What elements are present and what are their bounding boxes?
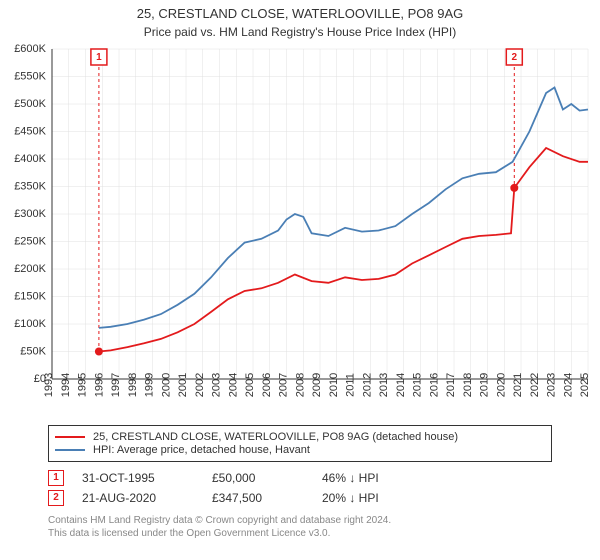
- footer-line-2: This data is licensed under the Open Gov…: [48, 527, 552, 540]
- x-axis-tick-label: 2011: [345, 373, 357, 397]
- sale-marker-number: 2: [512, 52, 518, 63]
- x-axis-tick-label: 2007: [278, 373, 290, 397]
- x-axis-tick-label: 2020: [495, 373, 507, 397]
- legend-swatch: [55, 436, 85, 438]
- x-axis-tick-label: 2019: [479, 373, 491, 397]
- x-axis-tick-label: 2006: [261, 373, 273, 397]
- x-axis-tick-label: 2024: [562, 373, 574, 397]
- x-axis-tick-label: 1998: [127, 373, 139, 397]
- sale-marker-number: 1: [96, 52, 102, 63]
- y-axis-tick-label: £150K: [14, 290, 46, 302]
- page-title: 25, CRESTLAND CLOSE, WATERLOOVILLE, PO8 …: [0, 0, 600, 23]
- y-axis-tick-label: £100K: [14, 318, 46, 330]
- legend-item-hpi: HPI: Average price, detached house, Hava…: [55, 444, 545, 456]
- sale-row-hpi-delta: 46% ↓ HPI: [322, 471, 552, 485]
- y-axis-tick-label: £550K: [14, 70, 46, 82]
- y-axis-tick-label: £200K: [14, 263, 46, 275]
- x-axis-tick-label: 2014: [395, 373, 407, 397]
- price-chart: £0£50K£100K£150K£200K£250K£300K£350K£400…: [0, 39, 600, 419]
- sale-row-price: £50,000: [212, 471, 322, 485]
- legend: 25, CRESTLAND CLOSE, WATERLOOVILLE, PO8 …: [48, 425, 552, 462]
- sale-row: 2 21-AUG-2020£347,50020% ↓ HPI: [48, 490, 552, 506]
- y-axis-tick-label: £400K: [14, 153, 46, 165]
- x-axis-tick-label: 2008: [294, 373, 306, 397]
- sale-row-date: 21-AUG-2020: [82, 491, 212, 505]
- page-subtitle: Price paid vs. HM Land Registry's House …: [0, 23, 600, 39]
- x-axis-tick-label: 2021: [512, 373, 524, 397]
- x-axis-tick-label: 2023: [546, 373, 558, 397]
- y-axis-tick-label: £350K: [14, 180, 46, 192]
- x-axis-tick-label: 2022: [529, 373, 541, 397]
- sale-row-index-box: 1: [48, 470, 64, 486]
- sale-row-hpi-delta: 20% ↓ HPI: [322, 491, 552, 505]
- sale-row-index-box: 2: [48, 490, 64, 506]
- y-axis-tick-label: £50K: [20, 345, 46, 357]
- y-axis-tick-label: £300K: [14, 208, 46, 220]
- legend-label: HPI: Average price, detached house, Hava…: [93, 444, 310, 456]
- x-axis-tick-label: 1994: [60, 373, 72, 397]
- legend-swatch: [55, 449, 85, 451]
- x-axis-tick-label: 2013: [378, 373, 390, 397]
- x-axis-tick-label: 2003: [211, 373, 223, 397]
- sale-row-date: 31-OCT-1995: [82, 471, 212, 485]
- x-axis-tick-label: 1997: [110, 373, 122, 397]
- x-axis-tick-label: 2018: [462, 373, 474, 397]
- x-axis-tick-label: 1996: [93, 373, 105, 397]
- sale-markers-table: 1 31-OCT-1995£50,00046% ↓ HPI 2 21-AUG-2020…: [48, 470, 552, 506]
- footer-attribution: Contains HM Land Registry data © Crown c…: [48, 514, 552, 540]
- sale-row: 1 31-OCT-1995£50,00046% ↓ HPI: [48, 470, 552, 486]
- x-axis-tick-label: 2009: [311, 373, 323, 397]
- y-axis-tick-label: £600K: [14, 43, 46, 55]
- x-axis-tick-label: 2005: [244, 373, 256, 397]
- y-axis-tick-label: £450K: [14, 125, 46, 137]
- footer-line-1: Contains HM Land Registry data © Crown c…: [48, 514, 552, 527]
- x-axis-tick-label: 2001: [177, 373, 189, 397]
- x-axis-tick-label: 1999: [144, 373, 156, 397]
- x-axis-tick-label: 1993: [43, 373, 55, 397]
- y-axis-tick-label: £250K: [14, 235, 46, 247]
- x-axis-tick-label: 1995: [77, 373, 89, 397]
- x-axis-tick-label: 2025: [579, 373, 591, 397]
- x-axis-tick-label: 2017: [445, 373, 457, 397]
- x-axis-tick-label: 2002: [194, 373, 206, 397]
- x-axis-tick-label: 2015: [412, 373, 424, 397]
- x-axis-tick-label: 2016: [428, 373, 440, 397]
- legend-label: 25, CRESTLAND CLOSE, WATERLOOVILLE, PO8 …: [93, 431, 458, 443]
- x-axis-tick-label: 2010: [328, 373, 340, 397]
- x-axis-tick-label: 2004: [227, 373, 239, 397]
- x-axis-tick-label: 2000: [160, 373, 172, 397]
- sale-row-price: £347,500: [212, 491, 322, 505]
- legend-item-property: 25, CRESTLAND CLOSE, WATERLOOVILLE, PO8 …: [55, 431, 545, 443]
- y-axis-tick-label: £500K: [14, 98, 46, 110]
- x-axis-tick-label: 2012: [361, 373, 373, 397]
